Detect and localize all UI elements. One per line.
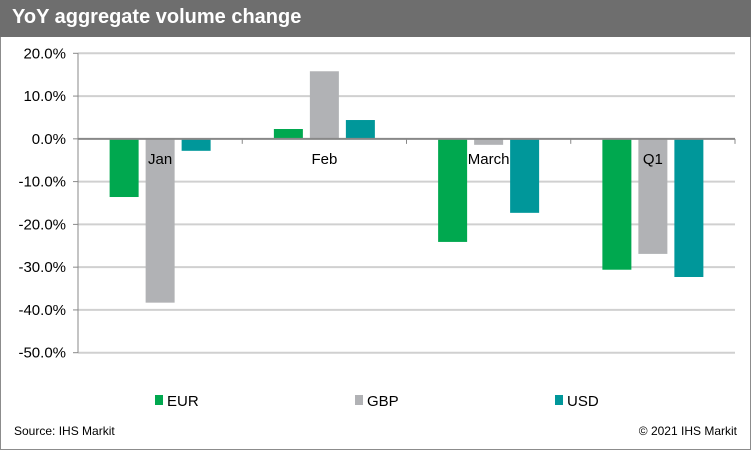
bar-eur-feb	[273, 129, 303, 139]
bar-gbp-feb	[309, 71, 339, 139]
bar-eur-q1	[602, 138, 632, 270]
legend-label-usd: USD	[567, 393, 599, 410]
source-note: Source: IHS Markit	[14, 424, 115, 438]
y-tick-label: -50.0%	[18, 345, 66, 362]
x-tick-label: Feb	[311, 151, 337, 168]
y-tick-label: -40.0%	[18, 302, 66, 319]
y-tick-label: -10.0%	[18, 174, 66, 191]
bar-eur-jan	[109, 138, 139, 198]
bar-gbp-march	[474, 138, 504, 145]
bar-eur-march	[438, 138, 468, 242]
x-tick-label: Q1	[643, 151, 663, 168]
bar-usd-q1	[674, 138, 704, 277]
bar-gbp-jan	[145, 138, 175, 303]
title-bar: YoY aggregate volume change	[0, 0, 751, 37]
bar-usd-jan	[181, 138, 211, 151]
y-tick-label: -20.0%	[18, 216, 66, 233]
legend-swatch-usd	[555, 395, 563, 405]
legend-swatch-gbp	[355, 395, 363, 405]
y-tick-label: 20.0%	[23, 45, 66, 62]
x-tick-label: March	[468, 151, 510, 168]
y-tick-label: -30.0%	[18, 259, 66, 276]
legend-swatch-eur	[155, 395, 163, 405]
bar-usd-feb	[345, 120, 375, 139]
copyright-note: © 2021 IHS Markit	[638, 424, 737, 438]
bar-usd-march	[510, 138, 540, 213]
legend-label-eur: EUR	[167, 393, 199, 410]
bar-gbp-q1	[638, 138, 668, 254]
legend-label-gbp: GBP	[367, 393, 399, 410]
chart-title: YoY aggregate volume change	[12, 6, 302, 28]
y-tick-label: 10.0%	[23, 88, 66, 105]
x-tick-label: Jan	[148, 151, 172, 168]
y-tick-label: 0.0%	[32, 131, 66, 148]
